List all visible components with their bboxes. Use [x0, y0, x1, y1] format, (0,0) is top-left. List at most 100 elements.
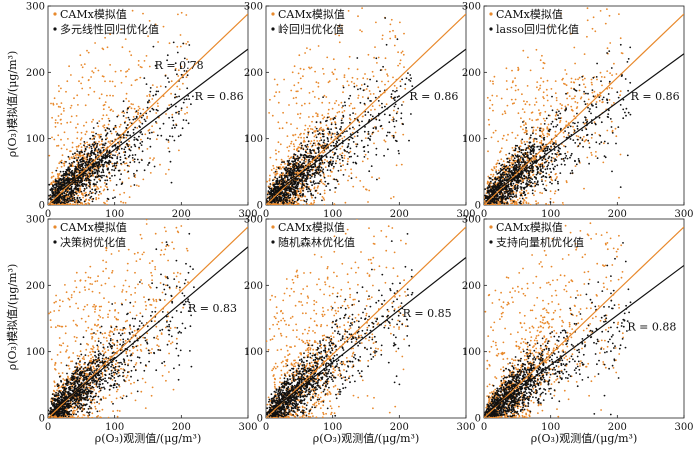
- camx-point: [120, 81, 123, 84]
- y-tick-label: 300: [244, 2, 263, 13]
- camx-point: [137, 113, 139, 116]
- optimized-point: [370, 165, 373, 168]
- camx-point: [95, 198, 98, 201]
- camx-point: [322, 73, 325, 75]
- camx-point: [327, 108, 330, 111]
- camx-point: [611, 87, 613, 90]
- optimized-point: [76, 150, 79, 153]
- optimized-point: [97, 169, 100, 172]
- camx-point: [128, 144, 131, 146]
- camx-point: [514, 153, 516, 156]
- optimized-point: [299, 166, 301, 169]
- camx-point: [319, 179, 322, 182]
- camx-point: [268, 112, 270, 114]
- camx-point: [322, 182, 325, 185]
- optimized-point: [171, 135, 174, 138]
- camx-point: [152, 131, 155, 134]
- camx-point: [70, 74, 72, 76]
- camx-point: [613, 102, 615, 104]
- camx-point: [570, 87, 573, 90]
- camx-point: [390, 197, 392, 200]
- camx-point: [601, 84, 603, 87]
- camx-point: [275, 152, 277, 155]
- camx-point: [87, 171, 90, 174]
- optimized-point: [294, 190, 297, 192]
- optimized-point: [292, 193, 295, 196]
- camx-point: [115, 130, 117, 133]
- camx-point: [361, 30, 363, 33]
- optimized-point: [62, 176, 65, 179]
- optimized-point: [293, 169, 296, 172]
- optimized-point: [541, 167, 544, 169]
- optimized-point: [100, 171, 103, 174]
- optimized-point: [290, 190, 293, 193]
- optimized-point: [287, 161, 290, 164]
- optimized-point: [342, 105, 344, 107]
- optimized-point: [293, 153, 296, 156]
- camx-point: [403, 32, 405, 35]
- camx-point: [350, 102, 352, 105]
- camx-point: [387, 80, 390, 83]
- camx-point: [297, 196, 300, 199]
- camx-point: [152, 159, 154, 161]
- camx-point: [87, 79, 90, 82]
- optimized-point: [314, 169, 317, 172]
- optimized-point: [68, 168, 71, 170]
- camx-point: [137, 64, 140, 66]
- camx-point: [489, 99, 492, 102]
- optimized-point: [58, 197, 60, 200]
- optimized-point: [157, 90, 160, 93]
- optimized-point: [306, 171, 309, 174]
- optimized-point: [284, 199, 286, 202]
- optimized-point: [125, 126, 128, 129]
- camx-point: [331, 151, 334, 154]
- camx-point: [357, 15, 359, 18]
- camx-point: [606, 129, 609, 132]
- optimized-point: [332, 144, 335, 147]
- optimized-point: [60, 186, 63, 189]
- optimized-point: [302, 189, 304, 192]
- optimized-point: [317, 133, 320, 136]
- optimized-point: [350, 136, 352, 139]
- camx-point: [125, 117, 128, 119]
- optimized-point: [80, 163, 82, 166]
- camx-point: [534, 182, 536, 185]
- optimized-point: [114, 196, 116, 199]
- camx-point: [367, 201, 369, 203]
- camx-point: [277, 150, 280, 153]
- optimized-point: [290, 178, 293, 180]
- optimized-point: [106, 188, 109, 191]
- optimized-point: [83, 141, 86, 143]
- camx-point: [313, 139, 316, 142]
- optimized-point: [282, 201, 285, 204]
- camx-point: [56, 103, 58, 105]
- camx-point: [130, 84, 133, 87]
- camx-point: [60, 87, 62, 90]
- camx-point: [273, 167, 275, 170]
- camx-point: [534, 190, 536, 193]
- optimized-point: [315, 159, 317, 161]
- optimized-point: [299, 194, 302, 197]
- camx-point: [116, 154, 119, 156]
- camx-point: [76, 148, 78, 151]
- camx-point: [339, 147, 342, 150]
- camx-point: [537, 202, 540, 204]
- optimized-point: [55, 169, 58, 172]
- camx-point: [275, 158, 278, 161]
- optimized-point: [89, 152, 92, 155]
- camx-point: [323, 183, 326, 186]
- optimized-point: [83, 200, 86, 203]
- camx-point: [109, 94, 111, 97]
- optimized-point: [303, 160, 305, 162]
- camx-point: [500, 158, 503, 161]
- camx-point: [591, 83, 593, 86]
- camx-point: [298, 54, 301, 57]
- camx-point: [297, 113, 299, 116]
- camx-point: [132, 103, 134, 106]
- camx-point: [118, 140, 121, 143]
- camx-point: [341, 24, 343, 27]
- camx-point: [300, 136, 302, 139]
- optimized-point: [340, 122, 343, 124]
- camx-point: [65, 90, 67, 93]
- optimized-point: [78, 151, 81, 153]
